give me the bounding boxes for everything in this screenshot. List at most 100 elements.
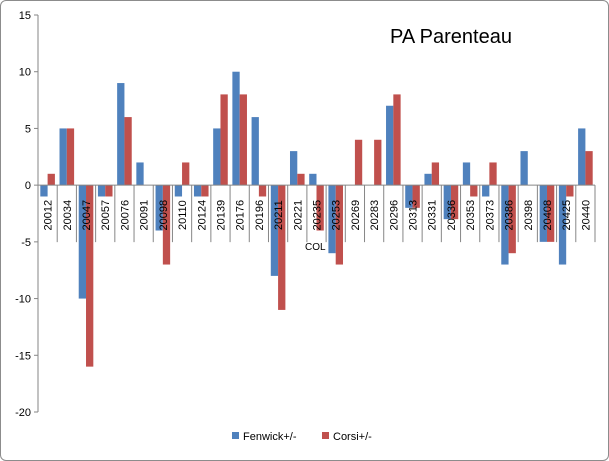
bar-corsi [258,185,267,197]
y-tick-label: -15 [15,350,31,362]
x-category-label: 20098 [158,200,170,231]
bar-fenwick [328,185,336,254]
legend-label: Corsi+/- [333,431,372,443]
bar-corsi [508,185,516,254]
x-category-label: 20353 [465,200,477,231]
x-category-label: 20211 [273,200,285,230]
bar-corsi [278,185,286,310]
bar-corsi [220,94,228,186]
x-category-label: 20091 [139,200,151,231]
bar-corsi [201,185,209,197]
bar-fenwick [539,185,547,242]
bar-fenwick [386,105,394,186]
bar-fenwick [213,128,221,186]
x-category-label: 20139 [215,200,227,231]
x-category-label: 20283 [369,200,381,231]
x-category-label: 20336 [446,200,458,231]
x-category-label: 20408 [542,200,554,231]
bar-corsi [393,94,401,186]
bar-fenwick [520,151,528,186]
chart-title: PA Parenteau [390,26,512,48]
bar-fenwick [97,185,106,197]
bar-corsi [66,128,75,186]
x-category-label: 20269 [350,200,362,231]
x-category-label: 20176 [235,200,247,231]
y-tick-label: 5 [25,123,31,135]
bar-corsi [489,162,497,186]
bar-corsi [162,185,171,265]
bar-fenwick [232,71,240,186]
x-category-label: 20057 [100,200,112,231]
y-axis: 15 10 5 0 -5 -10 -15 -20 [15,10,39,419]
x-category-label: 20012 [43,200,55,231]
bar-fenwick [289,151,298,186]
x-category-label: 20047 [81,200,93,231]
bar-corsi [297,173,305,186]
bar-fenwick [59,128,67,186]
x-category-label: 20076 [119,200,131,231]
bar-fenwick [136,162,144,186]
legend-swatch [322,432,329,439]
bar-corsi [47,173,55,186]
x-category-label: 20398 [523,200,535,231]
bar-fenwick [462,162,471,186]
bar-fenwick [193,185,202,197]
bar-fenwick [117,83,125,186]
bar-fenwick [578,128,586,186]
bar-corsi [450,185,459,220]
bar-corsi [412,185,420,208]
bar-corsi [566,185,574,197]
x-category-label: 20235 [312,200,324,231]
y-tick-label: 10 [19,67,31,79]
bar-corsi [239,94,247,186]
bar-fenwick [405,185,413,208]
x-category-label: 20296 [388,200,400,231]
bar-fenwick [443,185,451,220]
bar-corsi [335,185,344,265]
bar-fenwick [558,185,567,265]
bar-corsi [86,185,94,367]
x-category-label: 20331 [427,200,439,231]
bar-corsi [585,151,593,186]
y-tick-label: 0 [25,180,31,192]
y-tick-label: -10 [15,294,31,306]
bar-corsi [124,117,132,186]
bar-corsi [105,185,113,197]
x-category-label: 20221 [292,200,304,231]
bar-fenwick [309,173,317,186]
x-axis-title: COL [305,242,326,253]
bar-fenwick [482,185,490,197]
bar-fenwick [251,117,259,186]
x-category-label: 20425 [561,200,573,231]
bar-corsi [316,185,324,231]
y-tick-label: -5 [21,237,31,249]
x-category-label: 20253 [331,200,343,231]
x-category-label: 20034 [62,200,74,231]
legend: Fenwick+/- Corsi+/- [232,431,372,443]
legend-swatch [232,432,239,439]
bar-fenwick [174,185,183,197]
legend-label: Fenwick+/- [243,431,297,443]
bar-corsi [354,139,363,186]
bar-corsi [470,185,478,197]
bar-fenwick [155,185,163,231]
bar-corsi [546,185,555,242]
bar-fenwick [270,185,279,276]
x-category-label: 20440 [580,200,592,231]
bar-fenwick [501,185,509,265]
y-tick-label: 15 [19,10,31,22]
bar-fenwick [40,185,48,197]
x-category-label: 20124 [196,200,208,231]
x-category-label: 20196 [254,200,266,231]
x-category-label: 20373 [484,200,496,231]
x-category-label: 20386 [504,200,516,231]
x-category-label: 20110 [177,200,189,230]
bar-fenwick [424,173,432,186]
bars [40,71,593,367]
bar-corsi [374,139,382,186]
y-tick-label: -20 [15,407,31,419]
bar-fenwick [78,185,87,299]
x-category-label: 20313 [408,200,420,231]
x-axis: 20012 20034 20047 20057 20076 20091 20098 20110… [37,184,596,243]
